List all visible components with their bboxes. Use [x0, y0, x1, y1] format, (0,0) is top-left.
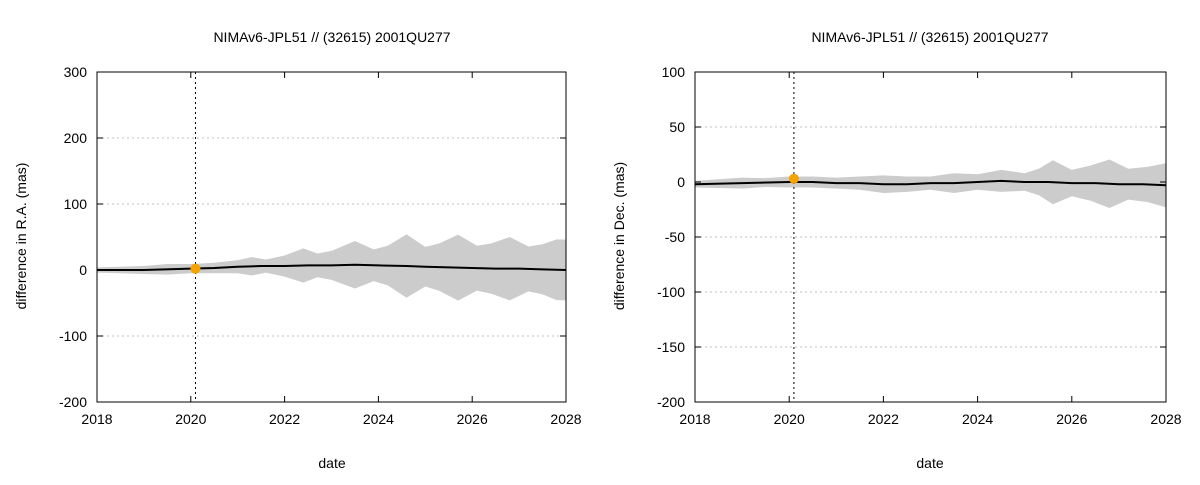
ra-xtick-label-1: 2020 — [175, 411, 206, 427]
ra-xtick-label-4: 2026 — [457, 411, 488, 427]
ra-panel: NIMAv6-JPL51 // (32615) 2001QU277 date d… — [13, 29, 582, 471]
dec-xtick-label-3: 2024 — [962, 411, 993, 427]
dec-ytick-label-3: -50 — [665, 229, 685, 245]
dec-xtick-label-0: 2018 — [679, 411, 710, 427]
ra-xtick-label-2: 2022 — [269, 411, 300, 427]
ra-title: NIMAv6-JPL51 // (32615) 2001QU277 — [213, 29, 450, 45]
dec-xtick-label-1: 2020 — [774, 411, 805, 427]
dec-title: NIMAv6-JPL51 // (32615) 2001QU277 — [811, 29, 1048, 45]
ra-ytick-label-3: 100 — [64, 196, 88, 212]
ra-ytick-label-4: 200 — [64, 130, 88, 146]
dec-ytick-label-1: -150 — [657, 339, 685, 355]
dec-panel: NIMAv6-JPL51 // (32615) 2001QU277 date d… — [611, 29, 1182, 471]
dec-xtick-label-2: 2022 — [868, 411, 899, 427]
ra-xtick-label-3: 2024 — [363, 411, 394, 427]
ra-xlabel: date — [318, 455, 345, 471]
ra-ytick-label-2: 0 — [79, 262, 87, 278]
dec-observation-marker — [788, 173, 799, 184]
dec-xlabel: date — [916, 455, 943, 471]
ra-uncertainty-band — [97, 234, 566, 301]
ra-plot-frame — [96, 71, 567, 403]
dec-ytick-label-4: 0 — [677, 174, 685, 190]
ra-ytick-label-1: -100 — [59, 328, 87, 344]
dec-ytick-label-2: -100 — [657, 284, 685, 300]
ra-ytick-label-0: -200 — [59, 394, 87, 410]
ra-observation-marker — [190, 263, 201, 274]
dec-ytick-label-6: 100 — [662, 64, 686, 80]
ra-xtick-label-5: 2028 — [550, 411, 581, 427]
dec-ytick-label-0: -200 — [657, 394, 685, 410]
ra-ylabel: difference in R.A. (mas) — [13, 163, 29, 310]
dec-xtick-label-4: 2026 — [1056, 411, 1087, 427]
ra-ytick-label-5: 300 — [64, 64, 88, 80]
dec-series-line — [694, 179, 1167, 187]
ra-series-line — [97, 263, 567, 271]
dec-ylabel: difference in Dec. (mas) — [611, 162, 627, 310]
ra-xtick-label-0: 2018 — [81, 411, 112, 427]
dec-ytick-label-5: 50 — [669, 119, 685, 135]
dec-xtick-label-5: 2028 — [1150, 411, 1181, 427]
